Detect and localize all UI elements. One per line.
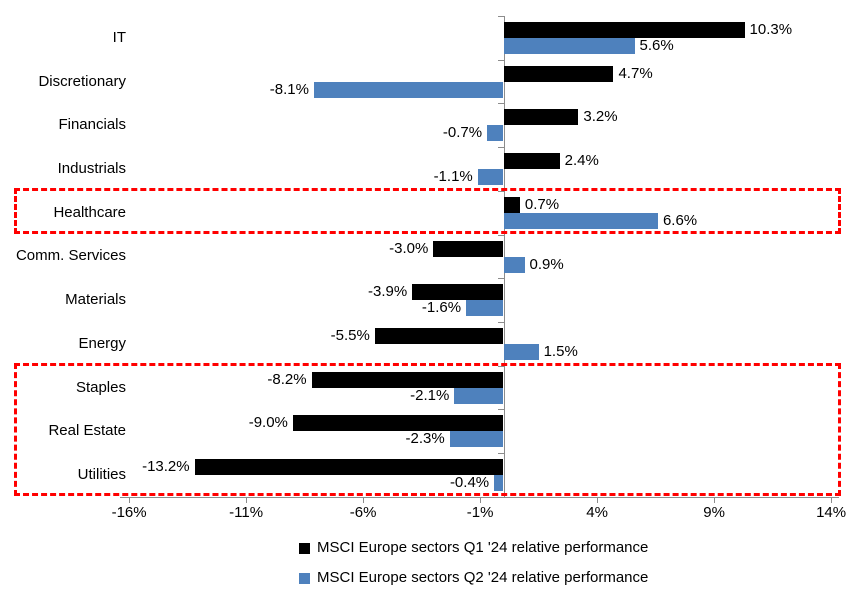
q1-bar-healthcare [503, 196, 520, 213]
x-axis-tick-label: 9% [703, 504, 725, 521]
category-label-financials: Financials [58, 116, 126, 134]
x-axis-tick-label: -16% [111, 504, 147, 521]
q1-value-label-healthcare: 0.7% [524, 195, 560, 213]
q2-legend-swatch [299, 572, 310, 584]
category-label-utilities: Utilities [77, 466, 126, 484]
legend-item-q1: MSCI Europe sectors Q1 '24 relative perf… [299, 539, 648, 557]
q1-bar-industrials [503, 153, 560, 170]
q2-legend-label: MSCI Europe sectors Q2 '24 relative perf… [317, 569, 649, 586]
q1-legend-swatch [299, 542, 310, 554]
healthcare-highlight-box [14, 187, 841, 234]
q1-bar-real-estate [292, 415, 504, 432]
category-axis-tick [497, 322, 505, 324]
x-axis-tick [597, 497, 599, 503]
x-axis-tick-label: -1% [466, 504, 494, 521]
category-axis-tick [497, 453, 505, 455]
x-axis-tick [129, 497, 131, 503]
q1-value-label-energy: -5.5% [330, 327, 370, 345]
q1-bar-financials [503, 109, 579, 126]
q2-value-label-it: 5.6% [639, 37, 674, 54]
q2-value-label-energy: 1.5% [543, 343, 578, 361]
category-axis-tick [497, 147, 505, 149]
q2-value-label-healthcare: 6.6% [662, 211, 698, 229]
q2-bar-discretionary [313, 81, 504, 98]
category-label-it: IT [112, 28, 126, 46]
category-axis-tick [497, 409, 505, 411]
q1-bar-discretionary [503, 65, 614, 82]
q1-value-label-industrials: 2.4% [564, 152, 599, 170]
q1-bar-staples [311, 371, 504, 388]
q1-value-label-it: 10.3% [749, 21, 793, 38]
category-label-industrials: Industrials [57, 160, 126, 178]
category-label-comm-services: Comm. Services [15, 247, 126, 265]
q2-value-label-staples: -2.1% [410, 386, 450, 404]
q1-value-label-discretionary: 4.7% [618, 64, 653, 82]
category-axis-tick [497, 234, 505, 236]
category-axis-tick [497, 103, 505, 105]
q2-value-label-comm-services: 0.9% [529, 255, 564, 273]
q1-legend-label: MSCI Europe sectors Q1 '24 relative perf… [317, 539, 649, 556]
q2-bar-materials [466, 300, 504, 317]
q2-bar-industrials [477, 169, 504, 186]
q2-bar-real-estate [449, 431, 504, 448]
x-axis-tick-label: -11% [229, 504, 264, 521]
q1-value-label-financials: 3.2% [583, 108, 618, 126]
q2-bar-comm-services [503, 256, 525, 273]
x-axis-tick [246, 497, 248, 503]
x-axis-tick [480, 497, 482, 503]
legend-item-q2: MSCI Europe sectors Q2 '24 relative perf… [299, 569, 648, 587]
category-axis-tick [497, 16, 505, 17]
q2-bar-utilities [494, 475, 504, 492]
q1-value-label-materials: -3.9% [368, 283, 408, 301]
x-axis-line [120, 497, 839, 498]
q2-value-label-materials: -1.6% [421, 299, 462, 317]
category-label-discretionary: Discretionary [38, 72, 126, 90]
q2-value-label-real-estate: -2.3% [405, 430, 445, 448]
q2-bar-financials [487, 125, 504, 142]
q2-bar-healthcare [503, 212, 658, 229]
category-label-healthcare: Healthcare [53, 203, 126, 221]
category-axis-tick [497, 278, 505, 280]
category-axis-tick [497, 190, 505, 192]
x-axis-tick [714, 497, 716, 503]
q2-value-label-discretionary: -8.1% [269, 80, 309, 98]
q1-bar-it [503, 22, 745, 38]
category-label-real-estate: Real Estate [48, 422, 126, 440]
category-label-energy: Energy [78, 334, 126, 352]
x-axis-tick [363, 497, 365, 503]
x-axis-tick-label: 14% [816, 504, 847, 521]
q1-value-label-utilities: -13.2% [142, 458, 190, 476]
q1-bar-comm-services [433, 240, 504, 257]
category-axis-tick [497, 59, 505, 61]
q1-value-label-comm-services: -3.0% [389, 239, 429, 257]
q2-value-label-industrials: -1.1% [433, 168, 473, 186]
q1-bar-materials [412, 284, 504, 301]
q1-bar-energy [374, 328, 504, 345]
category-axis-tick [497, 365, 505, 367]
x-axis-tick-label: 4% [586, 504, 608, 521]
category-label-staples: Staples [75, 378, 126, 396]
category-label-materials: Materials [65, 291, 126, 309]
q1-value-label-staples: -8.2% [267, 370, 307, 388]
q1-value-label-real-estate: -9.0% [248, 414, 288, 432]
q2-value-label-financials: -0.7% [442, 124, 483, 142]
x-axis-tick [831, 497, 833, 503]
q2-bar-it [503, 38, 635, 54]
x-axis-tick-label: -6% [349, 504, 377, 521]
q2-value-label-utilities: -0.4% [449, 474, 490, 492]
q2-bar-energy [503, 344, 539, 361]
q1-bar-utilities [194, 459, 504, 476]
q2-bar-staples [454, 387, 504, 404]
value-axis-zero-line [503, 16, 505, 497]
